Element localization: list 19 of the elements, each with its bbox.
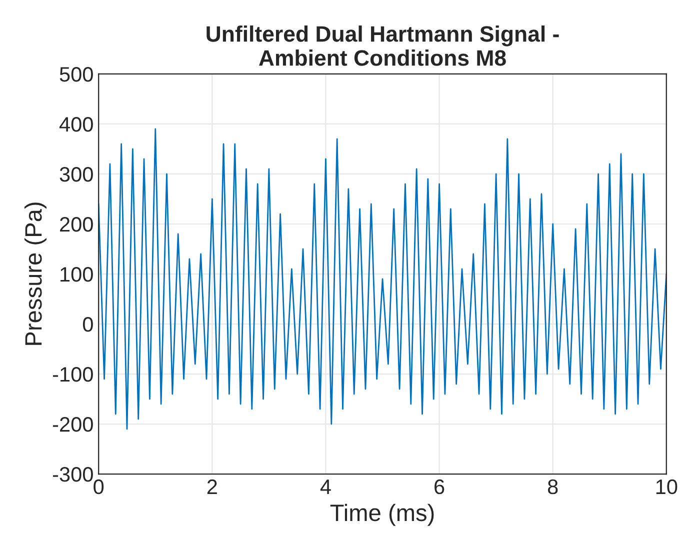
y-tick-label: 300: [60, 166, 93, 182]
y-tick-label: -200: [52, 417, 93, 432]
y-axis-title: Pressure (Pa): [24, 202, 46, 345]
y-tick-label: -300: [52, 467, 93, 482]
chart-title: Unfiltered Dual Hartmann Signal - Ambient Conditions M8: [206, 26, 559, 66]
y-tick-label: 0: [82, 317, 93, 332]
y-tick-label: -100: [52, 367, 93, 382]
x-axis-title: Time (ms): [330, 504, 434, 526]
x-tick-label: 10: [656, 479, 678, 494]
line-series: [98, 128, 666, 430]
y-tick-label: 500: [60, 66, 93, 82]
x-tick-label: 0: [94, 479, 104, 494]
x-tick-label: 2: [207, 479, 217, 494]
y-tick-label: 400: [59, 116, 93, 132]
y-tick-label: 100: [60, 267, 93, 282]
x-tick-label: 8: [548, 479, 558, 494]
x-tick-label: 6: [434, 479, 444, 494]
x-tick-label: 4: [320, 480, 331, 494]
y-tick-label: 200: [60, 216, 93, 232]
